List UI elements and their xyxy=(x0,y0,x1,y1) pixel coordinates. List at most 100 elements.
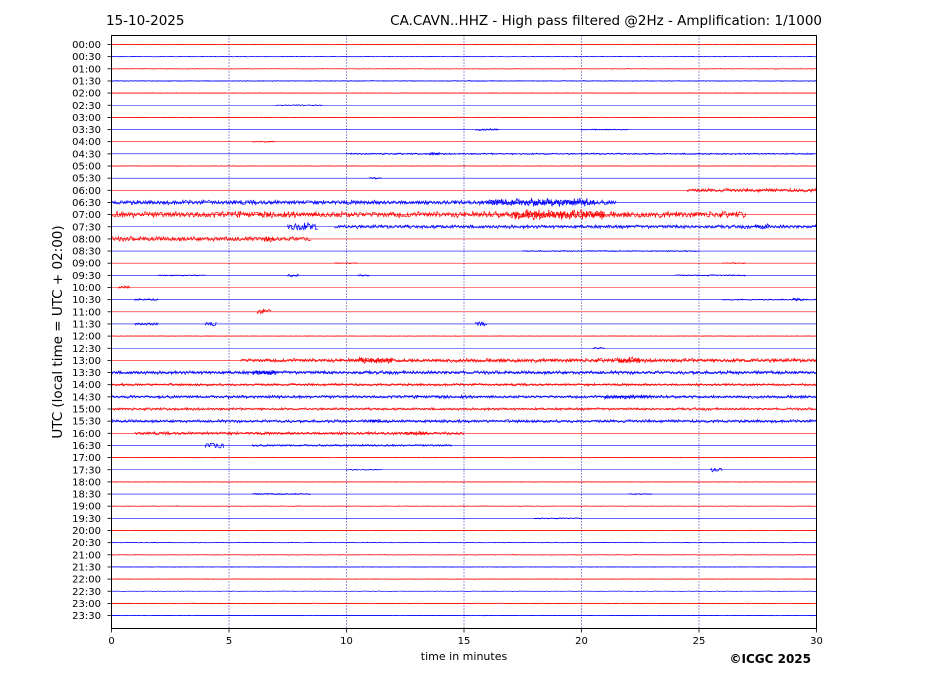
trace-activity-11:30-0 xyxy=(134,322,159,326)
row-label-06:30: 06:30 xyxy=(72,198,101,209)
trace-activity-08:00-0 xyxy=(111,235,312,243)
trace-activity-05:30-0 xyxy=(369,176,382,180)
row-label-07:30: 07:30 xyxy=(72,222,101,233)
trace-activity-20:00-0 xyxy=(111,529,817,532)
trace-activity-03:30-0 xyxy=(475,128,499,132)
row-label-10:30: 10:30 xyxy=(72,295,101,306)
row-label-12:30: 12:30 xyxy=(72,344,101,355)
x-tick-label-20: 20 xyxy=(575,636,588,647)
row-label-21:30: 21:30 xyxy=(72,562,101,573)
x-tick-label-0: 0 xyxy=(108,636,114,647)
trace-activity-13:00-2 xyxy=(616,355,641,364)
row-label-18:30: 18:30 xyxy=(72,490,101,501)
row-label-11:00: 11:00 xyxy=(72,307,101,318)
trace-activity-04:30-1 xyxy=(428,151,441,156)
row-label-10:00: 10:00 xyxy=(72,283,101,294)
x-tick-label-25: 25 xyxy=(693,636,706,647)
row-label-23:30: 23:30 xyxy=(72,611,101,622)
x-tick-label-10: 10 xyxy=(340,636,353,647)
trace-activity-04:30-0 xyxy=(346,152,817,156)
row-label-22:00: 22:00 xyxy=(72,575,101,586)
trace-activity-14:30-1 xyxy=(604,394,652,401)
x-axis-ticks: 0 5 10 15 20 25 30 xyxy=(108,628,823,647)
row-label-05:00: 05:00 xyxy=(72,162,101,173)
trace-activity-17:00-0 xyxy=(111,456,817,459)
row-label-02:30: 02:30 xyxy=(72,101,101,112)
trace-activity-10:00-0 xyxy=(118,285,131,290)
trace-activity-14:00-0 xyxy=(111,382,817,387)
row-label-18:00: 18:00 xyxy=(72,477,101,488)
row-label-11:30: 11:30 xyxy=(72,319,101,330)
trace-activity-13:00-0 xyxy=(240,357,817,364)
row-label-09:00: 09:00 xyxy=(72,259,101,270)
row-label-21:00: 21:00 xyxy=(72,550,101,561)
row-label-19:00: 19:00 xyxy=(72,502,101,513)
trace-activity-21:30-0 xyxy=(111,566,817,568)
trace-activity-18:30-0 xyxy=(252,492,311,496)
trace-activity-10:30-0 xyxy=(134,297,159,302)
trace-activity-09:30-2 xyxy=(357,273,370,277)
row-label-15:30: 15:30 xyxy=(72,417,101,428)
y-axis-label: UTC (local time = UTC + 02:00) xyxy=(50,225,66,438)
x-tick-label-30: 30 xyxy=(810,636,823,647)
trace-activity-22:30-0 xyxy=(111,590,817,592)
row-label-06:00: 06:00 xyxy=(72,186,101,197)
row-label-03:30: 03:30 xyxy=(72,125,101,136)
trace-activity-09:30-0 xyxy=(158,274,206,277)
trace-activity-17:30-1 xyxy=(710,467,723,473)
trace-activity-12:30-0 xyxy=(592,347,605,350)
trace-activity-05:00-0 xyxy=(111,165,817,167)
row-label-20:30: 20:30 xyxy=(72,538,101,549)
row-label-08:00: 08:00 xyxy=(72,234,101,245)
trace-activity-09:00-1 xyxy=(722,262,746,265)
chart-date: 15-10-2025 xyxy=(106,13,184,29)
row-label-03:00: 03:00 xyxy=(72,113,101,124)
row-label-16:00: 16:00 xyxy=(72,429,101,440)
trace-activity-16:00-1 xyxy=(404,430,429,436)
trace-activity-11:30-1 xyxy=(205,321,217,327)
row-label-12:00: 12:00 xyxy=(72,332,101,343)
row-label-08:30: 08:30 xyxy=(72,247,101,258)
x-tick-label-15: 15 xyxy=(458,636,471,647)
row-label-02:00: 02:00 xyxy=(72,89,101,100)
trace-activity-06:00-0 xyxy=(686,187,817,194)
trace-activity-08:30-0 xyxy=(522,249,699,253)
trace-activity-15:00-0 xyxy=(111,406,817,412)
trace-activity-22:00-0 xyxy=(111,578,817,580)
row-label-15:00: 15:00 xyxy=(72,405,101,416)
row-label-00:00: 00:00 xyxy=(72,40,101,51)
row-label-20:00: 20:00 xyxy=(72,526,101,537)
row-label-07:00: 07:00 xyxy=(72,210,101,221)
row-label-14:00: 14:00 xyxy=(72,380,101,391)
trace-activity-18:00-0 xyxy=(111,481,817,483)
trace-activity-23:30-0 xyxy=(111,614,817,617)
trace-activity-01:30-0 xyxy=(111,80,817,82)
trace-activity-18:30-1 xyxy=(628,493,652,496)
trace-activity-09:30-1 xyxy=(287,273,300,278)
row-label-23:00: 23:00 xyxy=(72,599,101,610)
trace-activity-17:30-0 xyxy=(346,468,382,471)
row-label-19:30: 19:30 xyxy=(72,514,101,525)
trace-activity-07:00-1 xyxy=(510,208,605,220)
trace-activity-13:30-0 xyxy=(111,369,817,376)
trace-activity-08:00-1 xyxy=(263,235,276,243)
trace-activity-15:30-1 xyxy=(369,418,382,424)
trace-activity-12:00-0 xyxy=(111,335,817,337)
seismic-traces xyxy=(111,43,817,617)
trace-activity-14:30-0 xyxy=(111,394,817,400)
row-label-09:30: 09:30 xyxy=(72,271,101,282)
trace-activity-03:00-0 xyxy=(111,116,817,119)
trace-activity-00:30-0 xyxy=(111,55,817,58)
row-label-13:30: 13:30 xyxy=(72,368,101,379)
row-label-14:30: 14:30 xyxy=(72,392,101,403)
trace-activity-20:30-0 xyxy=(111,541,817,544)
trace-activity-09:30-3 xyxy=(675,274,746,277)
trace-activity-11:00-0 xyxy=(256,308,272,315)
trace-activity-13:00-1 xyxy=(357,356,394,365)
row-label-17:00: 17:00 xyxy=(72,453,101,464)
row-label-05:30: 05:30 xyxy=(72,174,101,185)
trace-activity-07:30-0 xyxy=(287,221,319,231)
copyright-credit: ©ICGC 2025 xyxy=(729,652,811,666)
x-tick-label-5: 5 xyxy=(226,636,232,647)
